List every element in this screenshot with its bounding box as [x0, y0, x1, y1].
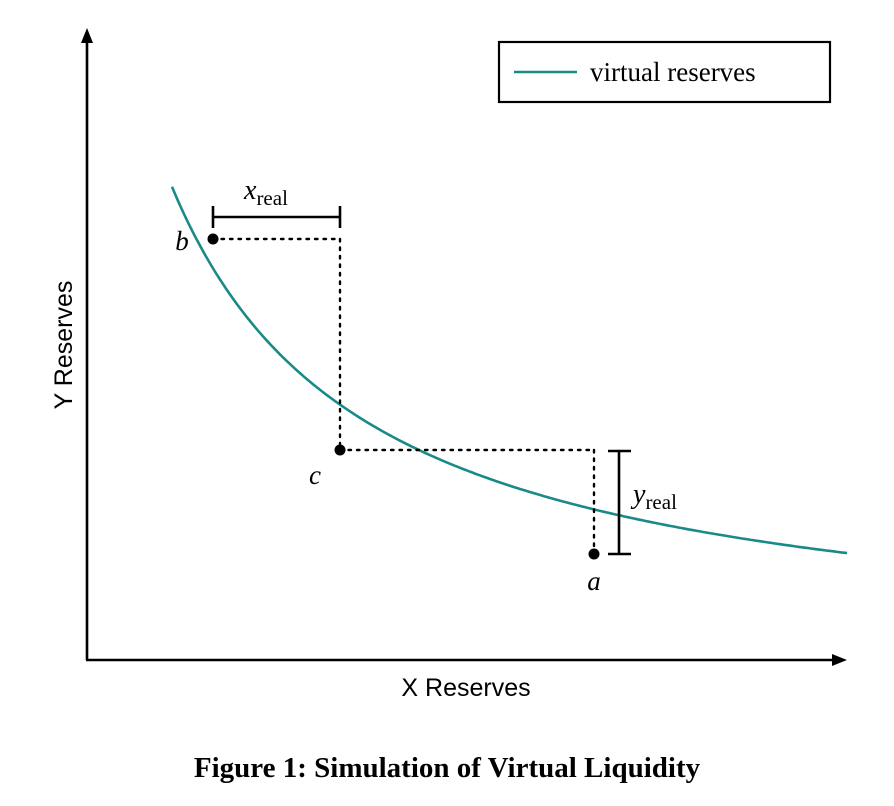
point-b	[207, 233, 219, 245]
point-a-label: a	[587, 566, 601, 596]
point-b-label: b	[175, 226, 189, 256]
figure-caption: Figure 1: Simulation of Virtual Liquidit…	[193, 752, 701, 784]
x-axis-arrowhead	[832, 654, 847, 666]
point-c-label: c	[309, 460, 321, 490]
x-real-bracket	[211, 206, 342, 228]
point-a	[588, 548, 600, 560]
legend: virtual reserves	[497, 40, 832, 104]
y-axis-label: Y Reserves	[50, 281, 78, 410]
x-real-label: xreal	[243, 175, 288, 210]
y-real-label: yreal	[630, 479, 677, 514]
virtual-reserves-curve	[170, 186, 848, 555]
x-axis-label: X Reserves	[401, 674, 530, 702]
legend-label-virtual-reserves: virtual reserves	[590, 57, 756, 87]
y-real-bracket	[608, 449, 631, 556]
point-c	[334, 444, 346, 456]
y-axis-arrowhead	[81, 28, 93, 43]
